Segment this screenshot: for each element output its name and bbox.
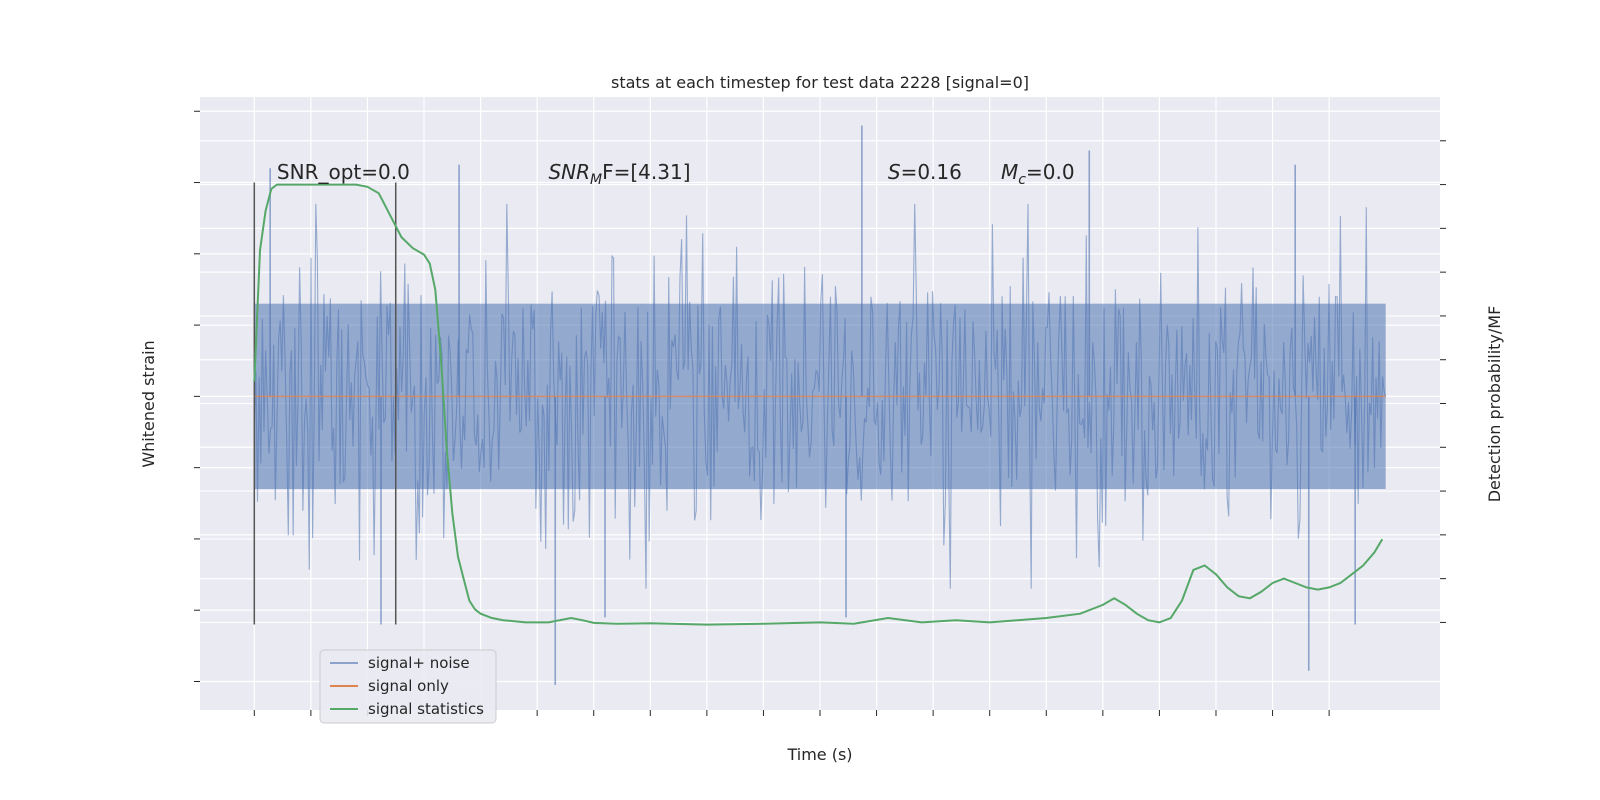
annotation-3: Mc=0.0: [1001, 160, 1075, 188]
x-axis-label: Time (s): [786, 745, 852, 764]
annotation-rest: =0.16: [901, 160, 962, 184]
annotation-sub: M: [590, 172, 602, 188]
legend-label-0: signal+ noise: [368, 654, 470, 672]
annotation-sub: c: [1018, 172, 1026, 188]
legend-label-1: signal only: [368, 677, 449, 695]
annotation-main: S: [888, 160, 901, 184]
y-axis-label: Whitened strain: [139, 340, 158, 467]
vertical-markers: [253, 182, 397, 625]
noise-trace: [253, 203, 1387, 589]
y2-axis-ticks: [1440, 140, 1446, 623]
annotation-rest: F=[4.31]: [602, 160, 690, 184]
legend: signal+ noise signal only signal statistic…: [319, 649, 497, 724]
annotation-rest: =0.0: [1026, 160, 1075, 184]
annotation-0: SNR_opt=0.0: [277, 160, 410, 184]
annotation-1: SNRMF=[4.31]: [548, 160, 690, 188]
signal-statistics-series: [253, 183, 1384, 626]
chart-title: stats at each timestep for test data 222…: [611, 73, 1029, 92]
legend-label-2: signal statistics: [368, 700, 484, 718]
signal-statistics-line: [253, 183, 1384, 626]
y2-axis-label: Detection probability/MF: [1485, 306, 1504, 503]
x-axis-ticks: [253, 710, 1330, 716]
y-axis-ticks: [194, 110, 200, 682]
annotation-2: S=0.16: [888, 160, 962, 184]
legend-box: [319, 649, 497, 724]
annotations: SNR_opt=0.0 SNRMF=[4.31] S=0.16 Mc=0.0: [277, 160, 1075, 188]
annotation-main: SNR: [548, 160, 590, 184]
annotation-main: M: [1001, 160, 1018, 184]
